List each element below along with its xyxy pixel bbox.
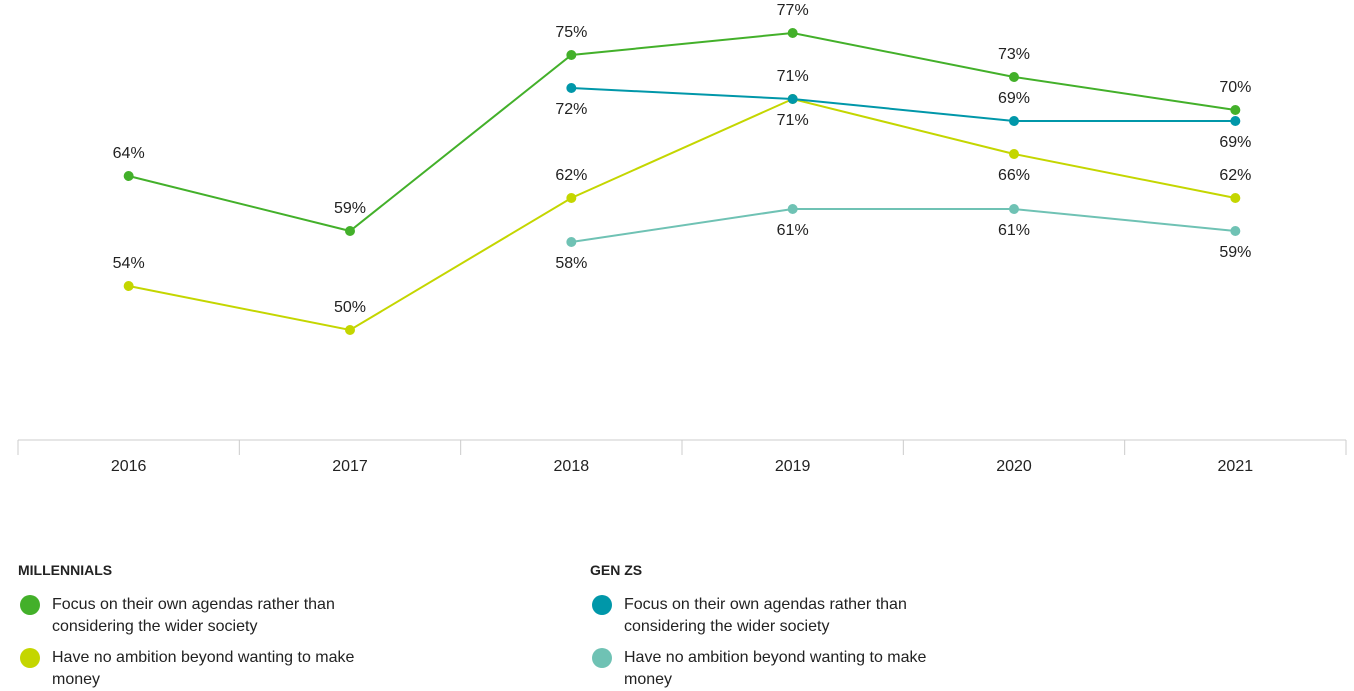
page: 2016 2017 2018 2019 2020 2021 64% 59% 75% 77% 73% 7… xyxy=(17,2,1347,688)
legend-item: Focus on their own agendas rather than c… xyxy=(592,594,924,638)
point xyxy=(566,237,577,247)
legend-swatch xyxy=(592,595,612,615)
legend-swatch xyxy=(20,595,40,615)
point xyxy=(1009,149,1019,159)
series-line xyxy=(571,87,1236,122)
point xyxy=(1009,72,1019,82)
value-label: 66% xyxy=(998,167,1030,184)
point xyxy=(1230,105,1241,115)
x-tick-label: 2017 xyxy=(332,458,368,475)
legend-item: Focus on their own agendas rather than c… xyxy=(20,594,352,638)
value-label: 71% xyxy=(777,68,809,85)
legend-swatch xyxy=(20,648,40,668)
series-line xyxy=(128,31,1236,233)
series-line xyxy=(128,97,1236,332)
value-label: 69% xyxy=(1219,134,1251,151)
legend-item: Have no ambition beyond wanting to make … xyxy=(592,647,964,691)
point xyxy=(1009,204,1019,214)
x-tick-label: 2019 xyxy=(775,458,811,475)
point xyxy=(787,204,798,214)
value-label: 59% xyxy=(334,200,366,217)
point xyxy=(1230,116,1241,126)
value-label: 54% xyxy=(113,255,145,272)
value-label: 77% xyxy=(777,2,809,19)
point xyxy=(1230,226,1241,236)
x-tick-label: 2018 xyxy=(554,458,590,475)
legend-item: Have no ambition beyond wanting to make … xyxy=(20,647,392,691)
value-label: 71% xyxy=(777,112,809,129)
value-label: 62% xyxy=(555,167,587,184)
legend-group-title: MILLENNIALS xyxy=(18,562,113,578)
x-tick-label: 2020 xyxy=(996,458,1032,475)
legend-group-title: GEN ZS xyxy=(590,562,643,578)
value-label: 64% xyxy=(113,145,145,162)
chart: 2016 2017 2018 2019 2020 2021 64% 59% 75% 77% 73% 7… xyxy=(17,2,1347,475)
point xyxy=(345,226,355,236)
point xyxy=(1230,193,1241,203)
value-label: 75% xyxy=(555,24,587,41)
value-label: 58% xyxy=(555,255,587,272)
point xyxy=(787,28,798,38)
point xyxy=(345,325,355,335)
legend-swatch xyxy=(592,648,612,668)
value-label: 62% xyxy=(1219,167,1251,184)
legend-label: Focus on their own agendas rather than c… xyxy=(624,596,907,635)
point xyxy=(123,171,134,181)
series-line xyxy=(571,208,1236,243)
value-label: 61% xyxy=(998,222,1030,239)
point xyxy=(566,50,577,60)
value-label: 72% xyxy=(555,101,587,118)
legend-label: Focus on their own agendas rather than c… xyxy=(52,596,335,635)
value-label: 50% xyxy=(334,299,366,316)
point xyxy=(787,94,798,104)
x-tick-label: 2021 xyxy=(1218,458,1254,475)
value-label: 73% xyxy=(998,46,1030,63)
point xyxy=(566,193,577,203)
value-label: 59% xyxy=(1219,244,1251,261)
point xyxy=(1009,116,1019,126)
value-label: 69% xyxy=(998,90,1030,107)
point xyxy=(123,281,134,291)
point xyxy=(566,83,577,93)
value-label: 70% xyxy=(1219,79,1251,96)
value-label: 61% xyxy=(777,222,809,239)
x-tick-label: 2016 xyxy=(111,458,147,475)
